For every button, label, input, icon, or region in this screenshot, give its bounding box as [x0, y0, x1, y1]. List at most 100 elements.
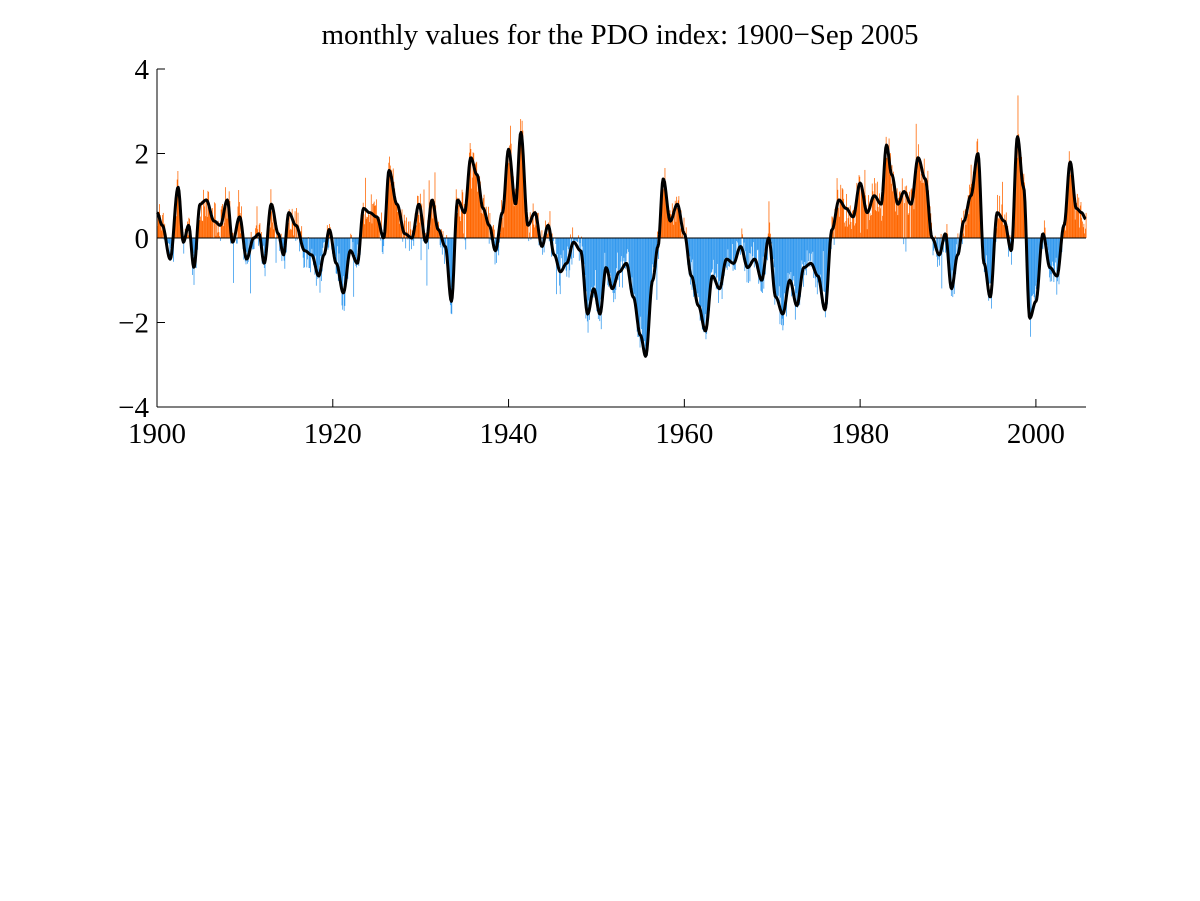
- monthly-bar: [944, 238, 946, 242]
- monthly-bar: [561, 238, 563, 259]
- monthly-bar: [391, 169, 393, 238]
- monthly-bar: [201, 220, 203, 238]
- monthly-bar: [871, 183, 873, 238]
- monthly-bar: [853, 215, 855, 238]
- monthly-bar: [792, 238, 794, 281]
- monthly-bar: [663, 187, 665, 238]
- monthly-bar: [311, 238, 313, 249]
- monthly-bar: [805, 238, 806, 271]
- monthly-bar: [997, 217, 999, 238]
- monthly-bar: [366, 216, 368, 238]
- monthly-bar: [1021, 173, 1023, 238]
- monthly-bar: [1002, 225, 1004, 238]
- monthly-bar: [373, 201, 375, 238]
- monthly-bar: [782, 238, 784, 331]
- monthly-bar: [1046, 238, 1048, 246]
- monthly-bar: [844, 222, 845, 238]
- monthly-bar: [290, 228, 292, 238]
- monthly-bar: [698, 238, 700, 298]
- chart-title: monthly values for the PDO index: 1900−S…: [321, 19, 918, 51]
- y-tick-label: 2: [135, 139, 150, 171]
- monthly-bar: [176, 179, 178, 238]
- monthly-bar: [600, 238, 602, 330]
- monthly-bar: [514, 193, 516, 238]
- monthly-bar: [738, 238, 740, 252]
- monthly-bar: [616, 238, 618, 253]
- monthly-bar: [211, 211, 212, 238]
- monthly-bar: [975, 159, 977, 238]
- monthly-bar: [723, 238, 724, 266]
- monthly-bar: [609, 238, 611, 273]
- monthly-bar: [351, 235, 352, 238]
- monthly-bar: [337, 238, 339, 281]
- monthly-bar: [920, 180, 921, 238]
- monthly-bar: [203, 206, 205, 238]
- monthly-bar: [233, 238, 234, 283]
- monthly-bar: [968, 214, 970, 238]
- monthly-bar: [255, 225, 257, 238]
- monthly-bar: [345, 238, 347, 281]
- monthly-bar: [947, 233, 949, 238]
- monthly-bar: [1057, 238, 1059, 265]
- monthly-bar: [591, 238, 593, 288]
- monthly-bar: [674, 200, 676, 238]
- monthly-bar: [746, 238, 748, 283]
- monthly-bar: [863, 193, 864, 238]
- monthly-bar: [712, 238, 714, 260]
- monthly-bar: [426, 238, 428, 286]
- monthly-bar: [458, 198, 460, 238]
- monthly-bar: [236, 238, 237, 244]
- monthly-bar: [202, 221, 204, 238]
- monthly-bar: [804, 238, 806, 262]
- monthly-bar: [463, 204, 465, 238]
- monthly-bar: [844, 226, 846, 238]
- monthly-bar: [247, 238, 249, 262]
- monthly-bar: [708, 238, 710, 306]
- monthly-bar: [584, 238, 586, 276]
- monthly-bar: [862, 197, 864, 238]
- monthly-bar: [909, 191, 910, 238]
- monthly-bar: [463, 233, 464, 238]
- monthly-bar: [373, 203, 374, 238]
- monthly-bar: [1000, 215, 1002, 238]
- monthly-bar: [304, 238, 305, 268]
- monthly-bar: [1082, 227, 1084, 238]
- monthly-bar: [915, 164, 916, 238]
- monthly-bar: [563, 238, 565, 265]
- monthly-bar: [289, 230, 291, 238]
- monthly-bar: [1068, 167, 1069, 238]
- monthly-bar: [564, 238, 565, 268]
- monthly-bar: [363, 214, 365, 238]
- monthly-bar: [756, 238, 757, 269]
- monthly-bar: [793, 238, 795, 276]
- monthly-bar: [1050, 238, 1052, 275]
- monthly-bar: [449, 238, 451, 300]
- monthly-bar: [282, 238, 284, 253]
- monthly-bar: [883, 161, 885, 238]
- monthly-bar: [376, 215, 378, 238]
- monthly-bar: [343, 238, 344, 277]
- monthly-bar: [343, 238, 345, 311]
- monthly-bar: [906, 185, 908, 238]
- monthly-bar: [346, 238, 348, 259]
- monthly-bar: [460, 221, 461, 238]
- monthly-bar: [450, 238, 452, 314]
- monthly-bar: [640, 238, 642, 317]
- monthly-bar: [932, 238, 934, 256]
- monthly-bar: [840, 184, 842, 238]
- monthly-bar: [602, 238, 604, 297]
- monthly-bar: [192, 238, 194, 254]
- monthly-bar: [695, 238, 697, 288]
- monthly-bar: [726, 238, 727, 268]
- monthly-bar: [820, 238, 822, 289]
- monthly-bar: [461, 189, 463, 238]
- monthly-bar: [655, 238, 656, 261]
- monthly-bar: [898, 192, 900, 238]
- monthly-bar: [969, 184, 971, 238]
- monthly-bar: [898, 197, 899, 238]
- monthly-bar: [887, 147, 888, 238]
- monthly-bar: [223, 222, 225, 238]
- monthly-bar: [486, 221, 488, 238]
- monthly-bar: [612, 238, 614, 293]
- monthly-bar: [791, 238, 793, 297]
